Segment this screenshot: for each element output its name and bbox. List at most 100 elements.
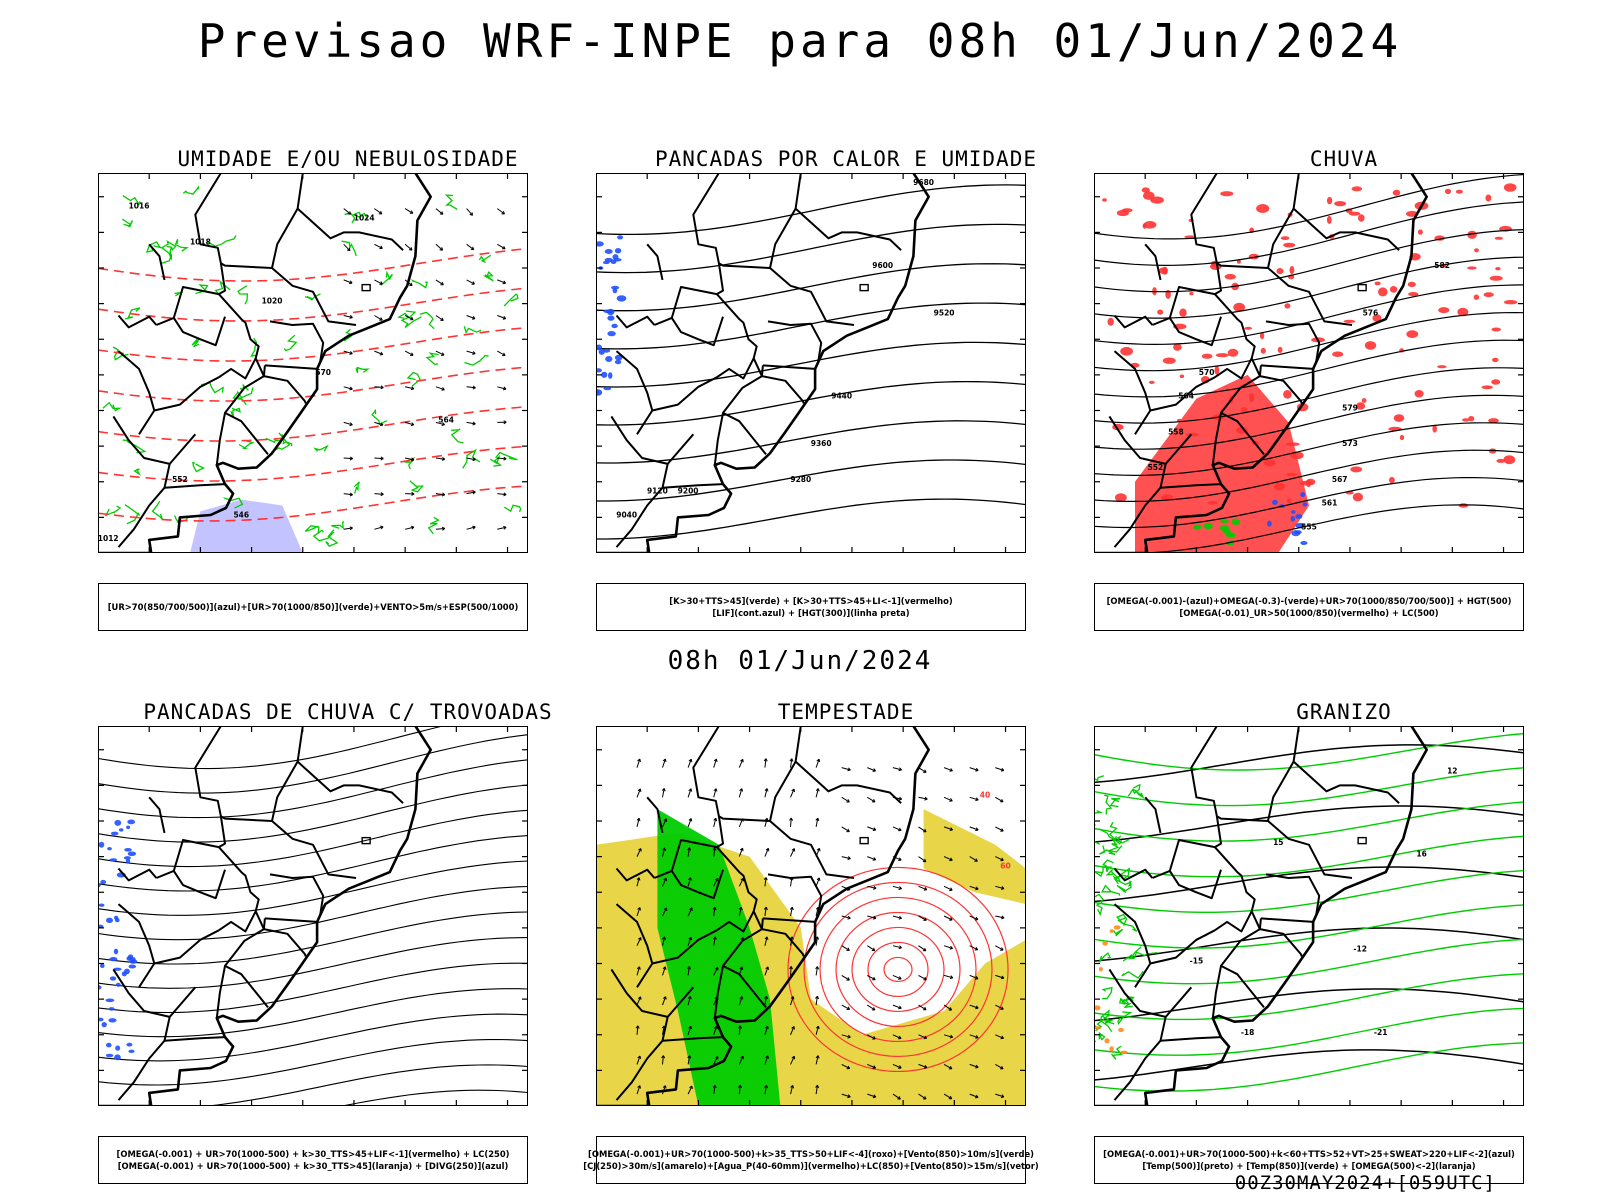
map-background xyxy=(98,726,528,1106)
wind-vector-head xyxy=(470,246,475,251)
wind-vector xyxy=(815,877,820,887)
wind-vector xyxy=(343,243,351,252)
border-line xyxy=(172,869,226,900)
wind-vector xyxy=(713,1056,719,1065)
wind-vector xyxy=(841,767,851,771)
wind-vector xyxy=(995,945,1004,951)
border-line xyxy=(1190,173,1265,456)
wind-vector xyxy=(943,1034,953,1038)
lifted-index-contour xyxy=(604,249,613,254)
wind-vector xyxy=(764,936,768,946)
humidity-contour-low xyxy=(495,451,518,461)
wind-vector xyxy=(404,526,415,530)
wind-vector-head xyxy=(923,1035,928,1040)
wind-vector xyxy=(497,526,507,530)
precip-area xyxy=(1355,402,1366,410)
humidity-contour-low xyxy=(427,516,440,535)
legend-line: [UR>70(850/700/500)](azul)+[UR>70(1000/8… xyxy=(107,602,519,612)
panel-granizo: GRANIZO -12-15-18-2112151612S15S18S21S24… xyxy=(1064,698,1600,1188)
wind-vector xyxy=(662,936,666,946)
border-line xyxy=(1260,364,1314,370)
border-line xyxy=(218,357,257,380)
contour-label: 9600 xyxy=(872,261,893,270)
wind-vector xyxy=(995,1093,1005,1098)
wind-vector xyxy=(636,996,642,1006)
border-line xyxy=(670,869,724,900)
wind-vector-head xyxy=(898,976,902,980)
panel-title: TEMPESTADE xyxy=(777,700,915,724)
axis-ticks xyxy=(596,173,1026,553)
wind-vector-head xyxy=(949,798,953,802)
wind-vector xyxy=(687,847,690,857)
temp-850-contour xyxy=(1094,869,1524,913)
temp-850-contour xyxy=(1125,951,1158,960)
omega-500-area xyxy=(1118,1027,1124,1033)
wind-vector xyxy=(497,279,506,284)
humidity-contour-low xyxy=(133,468,141,476)
precip-area xyxy=(1407,281,1416,288)
wind-vector-head xyxy=(441,422,445,426)
wind-vector-head xyxy=(872,857,877,861)
humidity-contour-low xyxy=(331,521,345,530)
precip-area xyxy=(1444,188,1452,195)
omega-area-blue xyxy=(1300,492,1306,498)
wind-vector xyxy=(636,788,641,798)
wind-vector-head xyxy=(923,976,927,981)
wind-vector-head xyxy=(898,915,902,920)
precip-area xyxy=(1481,385,1493,390)
precip-area xyxy=(1179,308,1187,317)
border-line xyxy=(117,903,156,988)
wind-vector xyxy=(662,996,667,1006)
temp-850-contour xyxy=(1112,875,1132,887)
precip-area xyxy=(1350,466,1363,473)
wind-vector-head xyxy=(379,245,383,250)
omega-500-area xyxy=(1098,967,1103,972)
wind-vector xyxy=(995,856,1004,861)
wind-vector-head xyxy=(714,1055,719,1060)
border-line xyxy=(615,463,669,548)
wind-vector xyxy=(713,907,716,917)
wind-vector xyxy=(687,996,691,1006)
wind-vector-head xyxy=(410,352,414,356)
contour-label: 1012 xyxy=(98,534,119,543)
wind-vector xyxy=(918,796,928,800)
border-line xyxy=(1150,376,1216,412)
wind-vector-head xyxy=(791,1026,795,1030)
border-line xyxy=(194,726,269,1009)
wind-vector-head xyxy=(712,1084,717,1089)
wind-vector xyxy=(943,796,953,802)
wind-vector-head xyxy=(923,828,927,833)
lifted-index-contour xyxy=(614,354,623,361)
contour-label: 567 xyxy=(1332,475,1348,484)
wind-vector-head xyxy=(815,966,820,970)
wind-vector-head xyxy=(688,877,692,881)
wind-vector-head xyxy=(790,996,795,1000)
panel-pancadas-trovoadas: PANCADAS DE CHUVA C/ TROVOADAS 12S15S18S… xyxy=(68,698,628,1188)
wind-vector xyxy=(995,915,1005,919)
contour-label: 576 xyxy=(1363,309,1379,318)
wind-vector-head xyxy=(379,351,384,356)
contour-label: 1020 xyxy=(262,297,283,306)
wind-vector-head xyxy=(410,386,415,391)
wind-vector-head xyxy=(764,788,769,792)
wind-vector-head xyxy=(815,1055,820,1059)
divergence-area xyxy=(114,1054,121,1061)
border-line xyxy=(769,761,855,879)
wind-vector-head xyxy=(898,796,903,801)
wind-vector-head xyxy=(472,457,476,462)
precip-area xyxy=(1148,380,1155,384)
divergence-area xyxy=(107,847,112,851)
streamline-850 xyxy=(883,956,913,983)
wind-vector xyxy=(995,826,1004,832)
temp-850-contour xyxy=(1105,868,1121,883)
wind-vector xyxy=(374,315,383,321)
wind-vector xyxy=(687,1085,693,1095)
wind-vector xyxy=(404,386,415,390)
humidity-contour-low xyxy=(237,387,254,400)
wind-vector xyxy=(995,796,1004,803)
wind-vector-head xyxy=(410,457,415,462)
border-line xyxy=(610,968,695,1018)
border-line xyxy=(692,173,767,456)
lake-marker xyxy=(859,283,869,292)
wind-vector xyxy=(790,817,792,827)
